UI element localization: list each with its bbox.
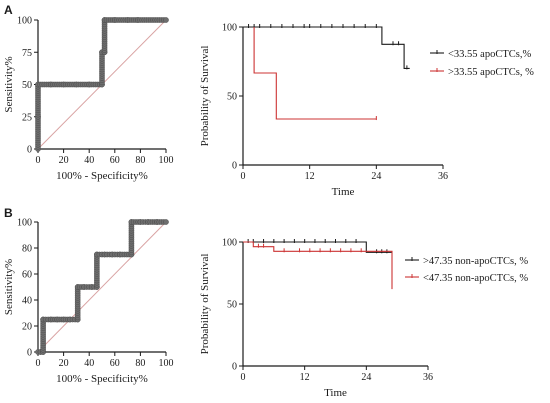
chart-B-roc-y-tick-label: 100 (17, 218, 32, 229)
chart-B-roc-panel-label: B (4, 206, 13, 220)
chart-A-roc-y-tick-label: 0 (27, 145, 32, 156)
chart-A-roc-x-tick-label: 60 (110, 155, 120, 166)
chart-A-roc-y-tick-label: 100 (17, 16, 32, 27)
chart-B-roc-x-tick-label: 80 (135, 358, 145, 369)
chart-A-roc-x-axis-title: 100% - Specificity% (56, 170, 148, 182)
chart-B-roc-x-axis-title: 100% - Specificity% (56, 373, 148, 385)
chart-A-roc-y-tick-label: 50 (22, 80, 32, 91)
chart-B-roc-y-tick-label: 0 (27, 348, 32, 359)
chart-A-roc-y-axis-title: Sensitivity% (3, 56, 15, 112)
chart-B-km-legend-label-1: <47.35 non-apoCTCs, % (423, 273, 528, 284)
chart-A-km-series-0-curve (243, 26, 410, 69)
chart-A-roc-y-tick-label: 75 (22, 48, 32, 59)
chart-A-km-series-1-curve (253, 27, 377, 120)
chart-A-km-x-tick-label: 0 (241, 171, 246, 182)
chart-A-km-y-tick-label: 100 (222, 23, 237, 34)
chart-A-km-x-tick-label: 24 (371, 171, 381, 182)
chart-B-km-x-tick-label: 24 (361, 372, 371, 383)
chart-A-km-y-tick-label: 50 (227, 92, 237, 103)
chart-B-roc-y-tick-label: 20 (22, 322, 32, 333)
chart-A-roc-x-tick-label: 0 (36, 155, 41, 166)
chart-B-roc-y-axis-title: Sensitivity% (3, 259, 15, 315)
chart-B-km-y-tick-label: 100 (222, 238, 237, 249)
chart-B-roc-x-tick-label: 0 (36, 358, 41, 369)
chart-A-km-x-axis-title: Time (332, 186, 355, 198)
chart-A-km-legend-label-0: <33.55 apoCTCs,% (448, 49, 531, 60)
chart-B-km-x-tick-label: 36 (423, 372, 433, 383)
chart-A-roc-x-tick-label: 80 (135, 155, 145, 166)
chart-A-roc-x-tick-label: 40 (84, 155, 94, 166)
chart-A-roc-x-tick-label: 20 (59, 155, 69, 166)
chart-B-km-x-axis-title: Time (324, 387, 347, 399)
chart-A-roc-roc-point (163, 17, 169, 23)
chart-B-roc-x-tick-label: 40 (84, 358, 94, 369)
chart-B-km-y-axis-title: Probability of Survival (199, 254, 211, 355)
chart-B-roc-y-tick-label: 60 (22, 270, 32, 281)
chart-A-roc-x-tick-label: 100 (159, 155, 174, 166)
chart-B-roc-roc-point (163, 219, 169, 225)
chart-B-roc-y-tick-label: 40 (22, 296, 32, 307)
chart-B-roc-x-tick-label: 100 (159, 358, 174, 369)
chart-A-km-y-tick-label: 0 (232, 161, 237, 172)
chart-A-km-legend-label-1: >33.55 apoCTCs, % (448, 67, 534, 78)
chart-A-roc-panel-label: A (4, 3, 13, 17)
chart-B-roc-y-tick-label: 80 (22, 244, 32, 255)
chart-B-roc-x-tick-label: 60 (110, 358, 120, 369)
chart-B-km-series-1-curve (243, 241, 393, 290)
chart-B-km-y-tick-label: 0 (232, 362, 237, 373)
chart-B-roc-reference-line (37, 221, 167, 353)
chart-B-km-legend-label-0: >47.35 non-apoCTCs, % (423, 256, 528, 267)
chart-A-km-y-axis-title: Probability of Survival (199, 46, 211, 147)
chart-A-roc-y-tick-label: 25 (22, 112, 32, 123)
chart-B-km-x-tick-label: 12 (300, 372, 310, 383)
chart-A-km-x-tick-label: 12 (305, 171, 315, 182)
chart-A-km-x-tick-label: 36 (438, 171, 448, 182)
chart-B-km-y-tick-label: 50 (227, 300, 237, 311)
chart-B-roc-x-tick-label: 20 (59, 358, 69, 369)
chart-B-km-x-tick-label: 0 (241, 372, 246, 383)
